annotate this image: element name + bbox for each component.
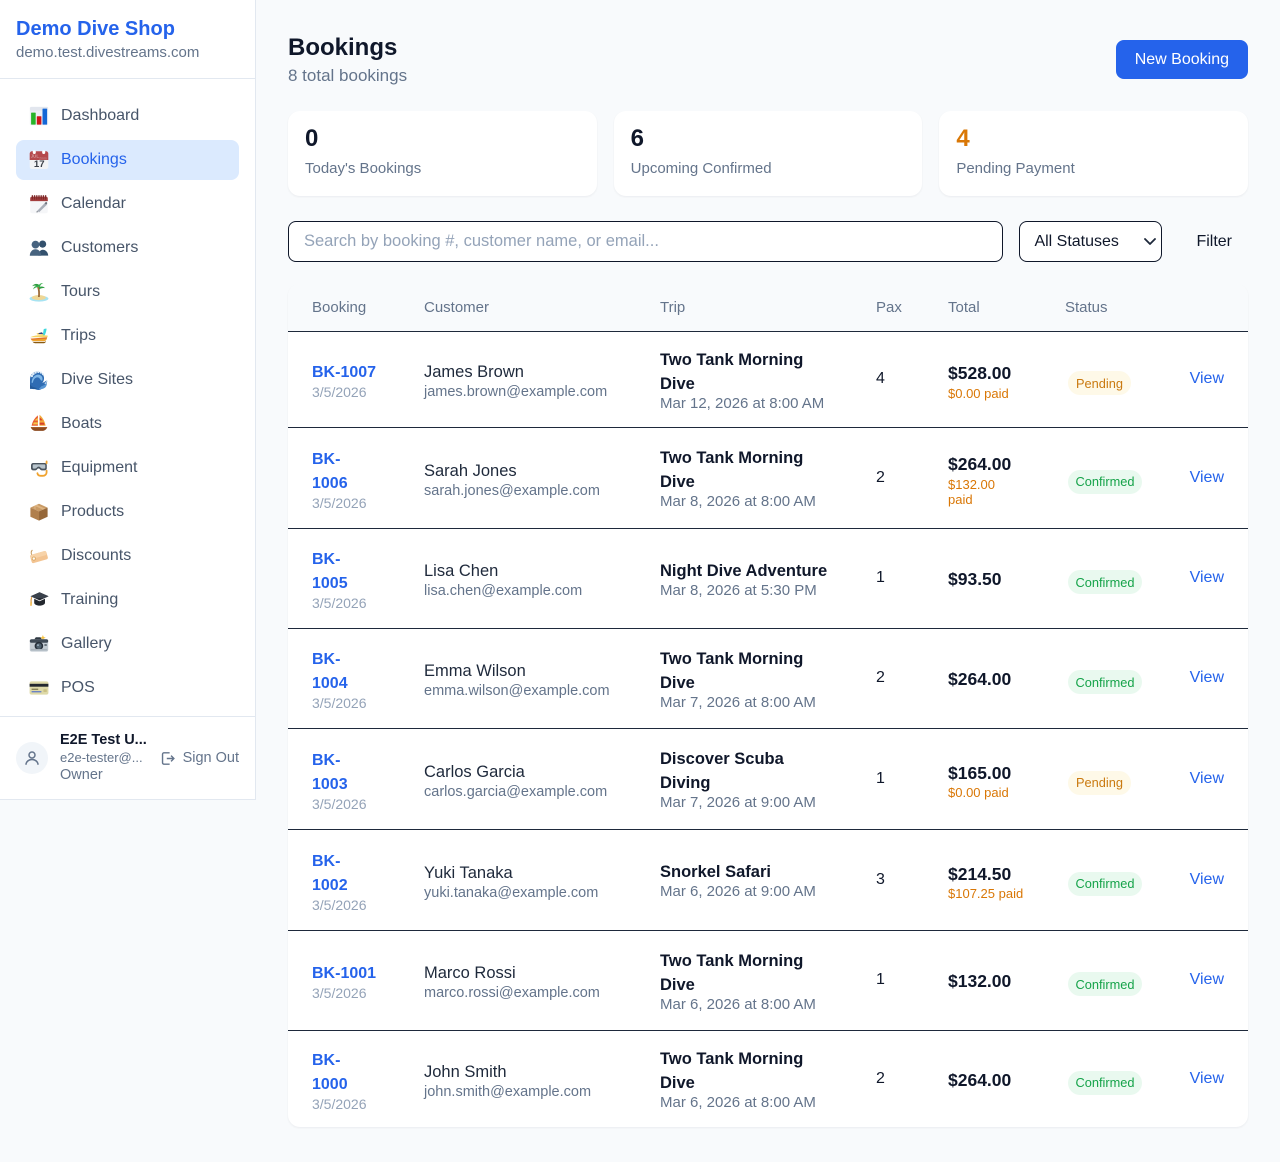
svg-text:JUL: JUL xyxy=(31,154,40,159)
svg-text:17: 17 xyxy=(34,159,45,170)
svg-text:2mm: 2mm xyxy=(39,156,47,160)
